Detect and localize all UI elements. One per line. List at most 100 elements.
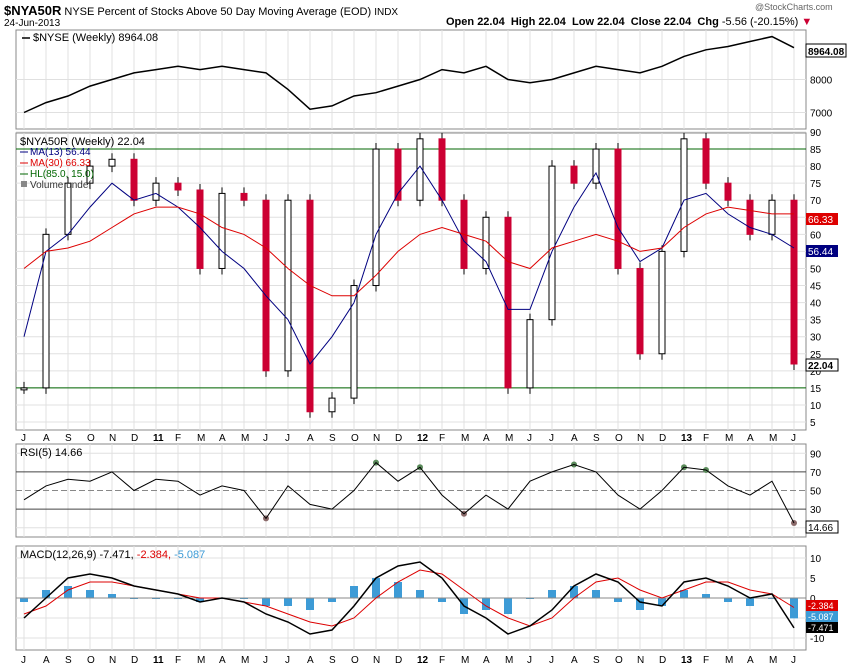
tick-labels: 9085807570656055504540353025201510580007…: [810, 76, 833, 646]
x-axis-label: 12: [417, 655, 429, 666]
svg-text:-2.384: -2.384: [808, 601, 834, 611]
macd-hist-bar: [504, 598, 512, 614]
candle-body: [196, 189, 204, 269]
low-value: 22.04: [597, 16, 625, 28]
main-tick-label: 60: [810, 230, 822, 241]
macd-legend-text: MACD(12,26,9) -7.471, -2.384, -5.087: [20, 549, 205, 561]
rsi-legend-text: RSI(5) 14.66: [20, 447, 82, 459]
candle-body: [570, 165, 578, 184]
rsi-line: [23, 461, 795, 524]
main-tick-label: 30: [810, 333, 822, 344]
x-axis-label: M: [461, 655, 469, 666]
main-tick-label: 45: [810, 282, 822, 293]
candle-body: [680, 138, 688, 252]
main-legend: $NYA50R (Weekly) 22.04 MA(13) 56.44 MA(3…: [20, 136, 145, 191]
x-axis-label: M: [241, 655, 249, 666]
x-axis-label: D: [131, 655, 138, 666]
x-axis-label: F: [703, 655, 709, 666]
main-tick-label: 75: [810, 179, 822, 190]
x-axis-label: J: [21, 433, 26, 444]
candle-body: [504, 216, 512, 389]
macd-hist-bar: [108, 594, 116, 598]
x-axis-label: A: [307, 433, 314, 444]
x-axis-label: D: [131, 433, 138, 444]
macd-hist-bar: [592, 590, 600, 598]
x-axis-label: A: [571, 655, 578, 666]
nyse-last-label: 8964.08: [805, 43, 847, 58]
x-axis-label: S: [65, 433, 72, 444]
svg-text:-7.471: -7.471: [808, 623, 834, 633]
open-value: 22.04: [477, 16, 505, 28]
macd-tick-label: 10: [810, 554, 822, 565]
date: 24-Jun-2013: [4, 18, 61, 29]
x-axis-label: 12: [417, 433, 429, 444]
x-axis-label: J: [527, 433, 532, 444]
macd-hist-bar: [350, 586, 358, 598]
macd-hist-bar: [482, 598, 490, 610]
candle-body: [724, 182, 732, 201]
volume-legend: Volume undef: [30, 180, 91, 191]
macd-hist-bar: [262, 598, 270, 606]
candle-body: [482, 216, 490, 269]
main-tick-label: 50: [810, 264, 822, 275]
rsi-oversold-marker: [791, 520, 797, 527]
macd-tick-label: 0: [810, 594, 816, 605]
macd-series: [16, 561, 806, 635]
rsi-last-label: 14.66: [805, 520, 839, 534]
x-axis-label: A: [747, 655, 754, 666]
x-axis-label: O: [87, 433, 95, 444]
main-series: [20, 132, 798, 418]
x-axis-label: 11: [153, 655, 164, 666]
main-tick-label: 15: [810, 384, 822, 395]
main-tick-label: 40: [810, 299, 822, 310]
candle-body: [614, 148, 622, 269]
x-axis-label: S: [593, 655, 600, 666]
macd-hist-bar: [372, 578, 380, 598]
macd-hist-bar: [284, 598, 292, 606]
main-tick-label: 70: [810, 196, 822, 207]
main-panel: [15, 132, 807, 431]
svg-text:66.33: 66.33: [808, 215, 833, 226]
candle-body: [548, 165, 556, 321]
main-tick-label: 25: [810, 350, 822, 361]
nyse-legend: $NYSE (Weekly) 8964.08: [22, 32, 158, 44]
macd-hist-bar: [570, 586, 578, 598]
candle-body: [152, 182, 160, 201]
chart-title: NYSE Percent of Stocks Above 50 Day Movi…: [64, 6, 372, 18]
macd-hist-bar: [548, 590, 556, 598]
macd-hist-bar: [724, 598, 732, 602]
svg-text:56.44: 56.44: [808, 247, 833, 258]
x-axis-label: O: [351, 655, 359, 666]
candle-body: [86, 165, 94, 184]
x-axis-label: D: [659, 655, 666, 666]
x-axis-label: J: [527, 655, 532, 666]
rsi-series: [23, 459, 797, 527]
rsi-tick-label: 30: [810, 505, 822, 516]
x-axis-label: J: [285, 655, 290, 666]
macd-tick-label: -10: [810, 634, 825, 645]
x-axis-label: J: [263, 433, 268, 444]
candle-body: [108, 158, 116, 167]
close-label: 22.04: [805, 358, 839, 372]
macd-hist-bar: [306, 598, 314, 610]
close-value: 22.04: [663, 16, 692, 28]
candle-body: [636, 267, 644, 355]
macd-hist-bar: [658, 598, 666, 606]
macd-hist-bar: [438, 598, 446, 602]
main-tick-label: 5: [810, 418, 816, 429]
main-tick-label: 80: [810, 162, 822, 173]
nyse-tick-label: 8000: [810, 76, 833, 87]
candle-body: [438, 138, 446, 201]
svg-text:22.04: 22.04: [808, 361, 833, 372]
candle-body: [306, 199, 314, 413]
open-label: Open: [446, 16, 475, 28]
macd-hist-bar: [746, 598, 754, 606]
macd-hist-bar: [702, 594, 710, 598]
close-label: Close: [630, 16, 661, 28]
x-axis-label: 13: [681, 655, 693, 666]
x-axis-label: O: [615, 655, 623, 666]
down-triangle-icon: ▼: [801, 16, 813, 28]
candle-body: [328, 397, 336, 413]
hl-legend: HL(85.0, 15.0): [30, 169, 94, 180]
